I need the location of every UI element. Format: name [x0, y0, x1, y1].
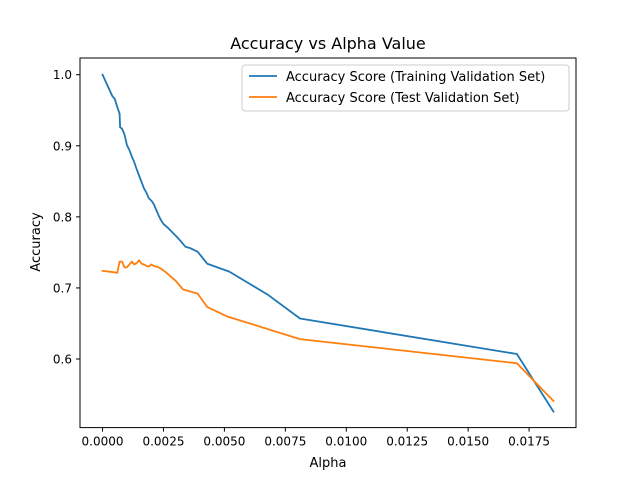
y-tick-label: 0.6 [53, 353, 72, 367]
x-tick-label: 0.0050 [203, 435, 245, 449]
x-tick-label: 0.0125 [386, 435, 428, 449]
legend-label-training: Accuracy Score (Training Validation Set) [286, 70, 545, 85]
legend: Accuracy Score (Training Validation Set)… [241, 64, 570, 112]
y-tick-label: 0.9 [53, 139, 72, 153]
series-line-training [101, 73, 555, 413]
x-tick-label: 0.0025 [142, 435, 184, 449]
x-axis-label: Alpha [310, 456, 347, 471]
x-tick-label: 0.0100 [325, 435, 367, 449]
series-line-test [101, 259, 555, 403]
series-layer [101, 73, 555, 413]
x-tick-label: 0.0175 [508, 435, 550, 449]
legend-label-test: Accuracy Score (Test Validation Set) [286, 91, 520, 106]
y-tick-label: 0.8 [53, 210, 72, 224]
x-tick-label: 0.0150 [447, 435, 489, 449]
plot-frame [79, 57, 577, 429]
chart-title: Accuracy vs Alpha Value [230, 34, 426, 53]
x-tick-label: 0.0000 [82, 435, 124, 449]
y-tick-label: 0.7 [53, 281, 72, 295]
legend-box [241, 64, 570, 112]
x-axis: 0.0000 0.0025 0.0050 0.0075 0.0100 0.0125 0.01… [82, 427, 550, 449]
y-tick-label: 1.0 [53, 68, 72, 82]
y-axis-label: Accuracy [29, 212, 44, 272]
x-tick-label: 0.0075 [264, 435, 306, 449]
y-axis: 0.6 0.7 0.8 0.9 1.0 [53, 68, 80, 367]
